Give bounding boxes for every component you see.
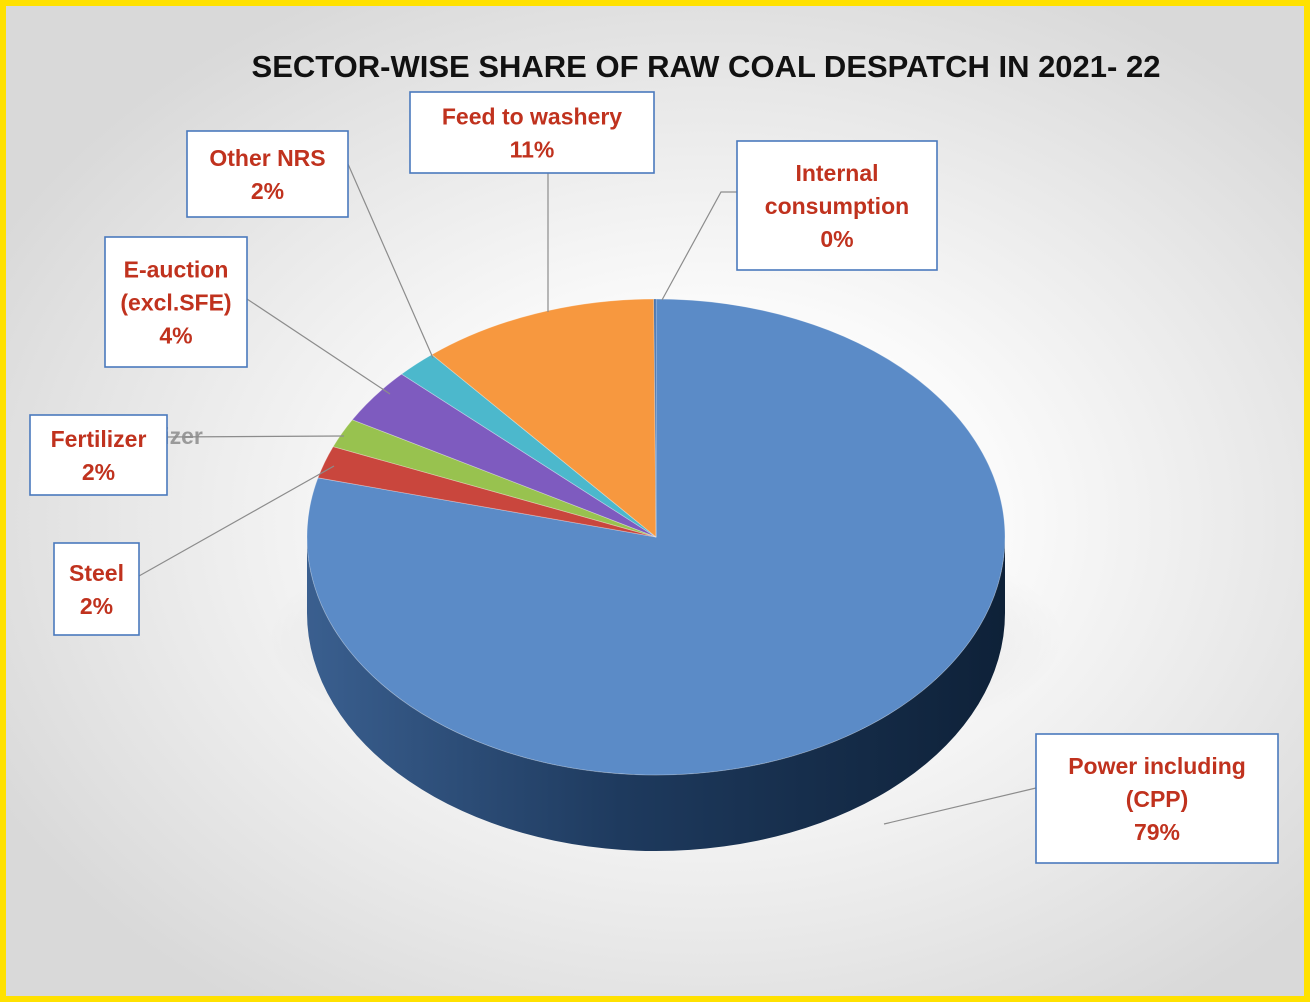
label-box: [29, 414, 168, 496]
pie-slice-e-auction: [351, 373, 657, 538]
pie-chart: SECTOR-WISE SHARE OF RAW COAL DESPATCH I…: [29, 49, 1279, 864]
label-text: (CPP): [1126, 786, 1189, 812]
label-percent: 0%: [820, 226, 853, 252]
pie-slice-internal: [653, 298, 657, 538]
label-box: [736, 140, 938, 271]
pie-slice-fertilizer: [332, 419, 657, 538]
leader-line: [246, 298, 391, 395]
label-percent: 79%: [1134, 819, 1180, 845]
label-text: Other NRS: [209, 145, 325, 171]
leader-line: [138, 465, 335, 577]
label-percent: 4%: [159, 323, 192, 349]
label-text: E-auction: [124, 257, 229, 283]
data-label-feed-to-washery: Feed to washery 11%: [409, 91, 655, 312]
label-box: [53, 542, 140, 636]
data-label-fertilizer: Fertilizer 2%: [29, 414, 345, 496]
label-percent: 2%: [251, 178, 284, 204]
pie-slice-steel: [317, 446, 657, 538]
data-label-internal: Internal consumption 0%: [661, 140, 938, 301]
label-box: [186, 130, 349, 218]
label-percent: 2%: [80, 593, 113, 619]
label-text: Power including: [1068, 753, 1246, 779]
label-box: [104, 236, 248, 368]
label-percent: 2%: [82, 459, 115, 485]
pie-layer: [267, 298, 1065, 851]
data-label-power-including: Power including (CPP) 79%: [883, 733, 1279, 864]
label-text: Internal: [795, 160, 878, 186]
label-percent: 11%: [510, 137, 555, 163]
data-label-other-nrs: Other NRS 2%: [186, 130, 434, 359]
pie-slice-feed-to-washery: [431, 298, 657, 538]
label-text: Feed to washery: [442, 104, 622, 130]
leader-line: [347, 163, 434, 359]
data-label-steel: Steel 2%: [53, 465, 335, 636]
data-label-e-auction: E-auction (excl.SFE) 4%: [104, 236, 391, 395]
leader-line: [661, 191, 737, 301]
label-text: Steel: [69, 560, 124, 586]
label-text: consumption: [765, 193, 909, 219]
pie-side-wall: [307, 537, 1005, 851]
pie-slice-power-including: [306, 298, 1006, 776]
chart-title: SECTOR-WISE SHARE OF RAW COAL DESPATCH I…: [252, 49, 1161, 84]
label-box: [1035, 733, 1279, 864]
label-layer: Power including(CPP)79%Steel2%Fertilizer…: [29, 91, 1279, 864]
leader-line: [166, 435, 345, 438]
leader-line: [883, 787, 1037, 825]
label-text: (excl.SFE): [120, 290, 231, 316]
label-box: [409, 91, 655, 174]
label-text: Fertilizer: [51, 426, 147, 452]
